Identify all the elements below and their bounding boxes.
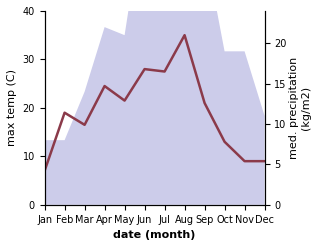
Y-axis label: max temp (C): max temp (C) (7, 69, 17, 146)
Y-axis label: med. precipitation
(kg/m2): med. precipitation (kg/m2) (289, 57, 311, 159)
X-axis label: date (month): date (month) (114, 230, 196, 240)
